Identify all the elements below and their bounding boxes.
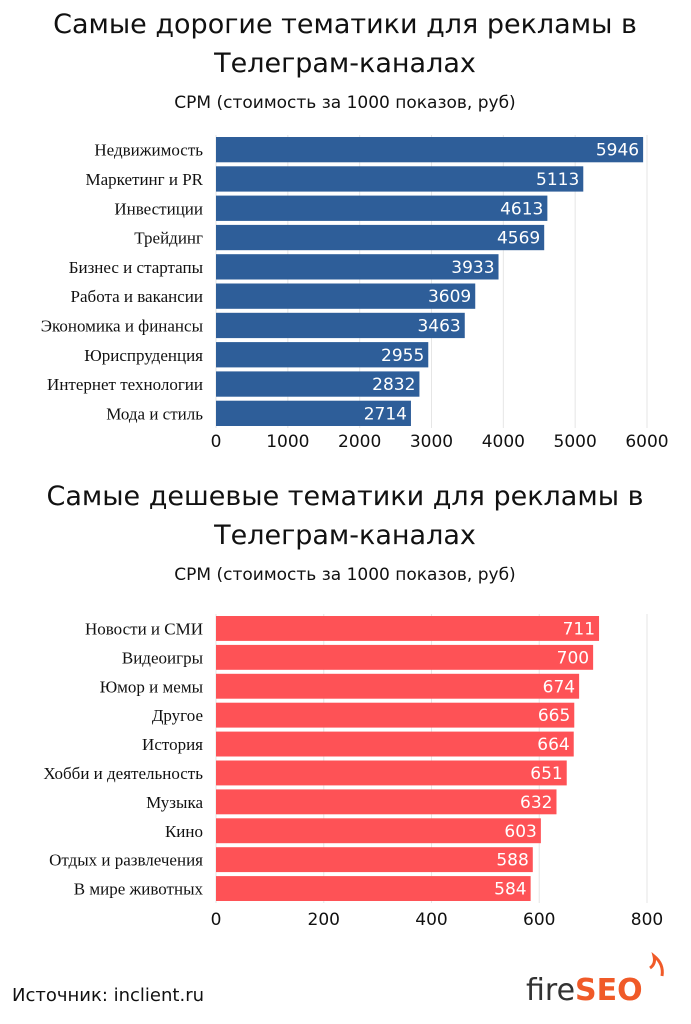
bar [216,254,499,280]
chart-title-line: Телеграм-каналах [213,48,476,79]
data-label: 584 [494,880,526,900]
category-label: Трейдинг [134,229,203,248]
bar [216,166,584,192]
category-label: Мода и стиль [106,404,203,423]
bar [216,702,575,728]
category-label: Работа и вакансии [71,287,203,306]
bar [216,818,541,844]
category-label: Кино [165,822,203,841]
bar [216,731,574,757]
bar [216,137,644,163]
chart-1: Самые дорогие тематики для рекламы в Теле… [41,9,669,452]
bar [216,283,476,309]
data-label: 2714 [364,404,407,424]
data-label: 603 [504,822,536,842]
firesseo-logo: fireSEO [526,952,664,1008]
data-label: 3463 [417,316,460,336]
category-label: Инвестиции [114,199,203,218]
category-label: В мире животных [74,880,204,899]
bar [216,371,420,397]
chart-title-line: Телеграм-каналах [213,520,476,551]
data-label: 5113 [536,170,579,190]
bar [216,400,411,426]
bar [216,760,567,786]
bar [216,312,465,339]
data-label: 2832 [372,375,415,395]
bar [216,195,548,221]
x-tick-label: 6000 [625,432,668,452]
data-label: 674 [543,677,575,697]
category-label: Интернет технологии [47,375,203,394]
x-tick-label: 3000 [410,432,453,452]
category-label: Бизнес и стартапы [69,258,204,277]
data-label: 3933 [451,258,494,278]
x-tick-label: 0 [211,432,222,452]
bar [216,224,545,251]
chart-2: Самые дешевые тематики для рекламы в Теле… [43,481,663,930]
data-label: 4613 [500,199,543,219]
data-label: 588 [496,851,528,871]
source-note: Источник: inclient.ru [12,985,204,1006]
bar [216,673,580,699]
bar [216,644,594,670]
data-label: 2955 [381,346,424,366]
data-label: 5946 [596,141,639,161]
x-tick-label: 800 [631,910,663,930]
bar [216,616,600,641]
category-label: Юмор и мемы [100,677,204,696]
flame-icon [649,952,664,977]
data-label: 632 [520,793,552,813]
x-tick-label: 5000 [554,432,597,452]
category-label: Другое [152,706,203,725]
category-label: Новости и СМИ [85,619,203,638]
category-label: Юриспруденция [84,346,203,365]
data-label: 651 [530,764,562,784]
chart-subtitle: CPM (стоимость за 1000 показов, руб) [174,565,515,585]
category-label: Видеоигры [122,648,204,667]
data-label: 700 [557,648,589,668]
x-tick-label: 400 [415,910,447,930]
bar [216,342,429,368]
x-tick-label: 0 [211,910,222,930]
logo-text: fireSEO [526,973,643,1008]
data-label: 4569 [497,229,540,249]
category-label: История [142,735,203,754]
x-tick-label: 4000 [482,432,525,452]
x-tick-label: 200 [308,910,340,930]
category-label: Маркетинг и PR [85,170,203,189]
chart-title-line: Самые дешевые тематики для рекламы в [46,481,643,512]
x-tick-label: 600 [523,910,555,930]
x-tick-label: 2000 [338,432,381,452]
category-label: Отдых и развлечения [49,851,203,870]
bar [216,876,531,901]
bar [216,789,557,815]
data-label: 711 [563,619,595,639]
category-label: Экономика и финансы [41,316,204,335]
chart-title-line: Самые дорогие тематики для рекламы в [53,9,637,40]
chart-subtitle: CPM (стоимость за 1000 показов, руб) [174,93,515,113]
data-label: 3609 [428,287,471,307]
x-tick-label: 1000 [266,432,309,452]
category-label: Недвижимость [94,141,203,160]
category-label: Музыка [146,793,203,812]
bar [216,847,533,873]
data-label: 665 [538,706,570,726]
data-label: 664 [537,735,569,755]
category-label: Хобби и деятельность [43,764,203,783]
